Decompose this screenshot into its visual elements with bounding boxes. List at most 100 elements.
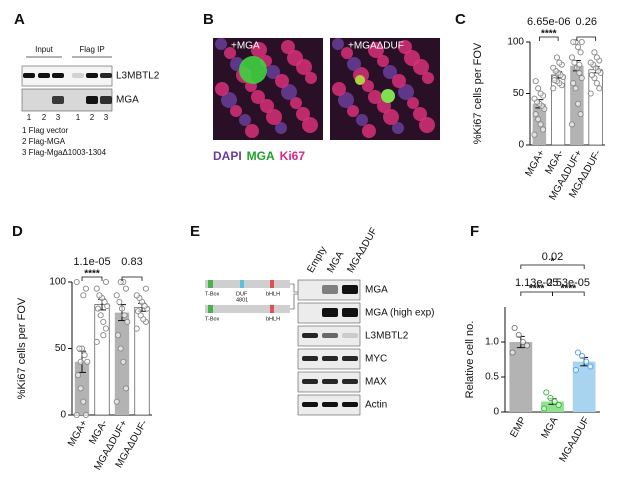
band <box>322 333 338 338</box>
y-axis-label: %Ki67 cells per FOV <box>16 297 28 399</box>
data-point <box>575 100 582 107</box>
y-tick-label: 1.0 <box>485 337 499 348</box>
group-label: Input <box>35 45 54 54</box>
data-point <box>593 54 600 61</box>
lane-label: 2 <box>90 113 95 122</box>
data-point <box>550 85 557 92</box>
significance: **** <box>529 284 545 295</box>
bar <box>541 401 564 412</box>
data-point <box>583 358 590 365</box>
legend-text: 1 Flag vector <box>22 126 69 135</box>
row-label: MGA (high exp) <box>365 308 434 319</box>
p-value: 0.02 <box>542 251 563 263</box>
lane-label: MGAΔDUF <box>345 226 380 275</box>
y-tick-label: 0 <box>60 410 66 421</box>
data-point <box>135 308 142 315</box>
data-point <box>556 59 563 66</box>
y-tick-label: 100 <box>49 277 66 288</box>
image-label: +MGA <box>231 41 260 52</box>
data-point <box>596 85 603 92</box>
domain-label: 4801 <box>236 297 248 303</box>
band <box>302 356 318 361</box>
data-point <box>113 292 120 299</box>
nucleus <box>239 114 251 126</box>
lane-label: MGA <box>325 249 346 275</box>
data-point <box>96 292 103 299</box>
data-point <box>95 305 102 312</box>
nucleus <box>368 42 384 58</box>
nucleus <box>347 105 359 117</box>
image-label: +MGAΔDUF <box>348 41 404 52</box>
data-point <box>550 64 557 71</box>
data-point <box>553 54 560 61</box>
data-point <box>568 121 576 128</box>
data-point <box>118 305 126 312</box>
data-point <box>77 385 84 392</box>
stain-label: MGA <box>247 149 275 163</box>
row-label: MGA <box>365 285 388 296</box>
p-value: 6.65e-06 <box>527 16 570 28</box>
band <box>86 73 98 78</box>
nucleus <box>215 38 227 50</box>
panel-label: F <box>470 223 479 240</box>
data-point <box>541 405 548 412</box>
y-axis-label: %Ki67 cells per FOV <box>472 42 484 144</box>
nucleus <box>383 109 399 125</box>
significance: **** <box>561 284 577 295</box>
data-point <box>122 385 129 392</box>
lane-label: 3 <box>56 113 61 122</box>
band <box>322 285 338 294</box>
data-point <box>555 401 562 409</box>
y-tick-label: 50 <box>55 343 67 354</box>
data-point <box>121 312 128 319</box>
data-point <box>82 285 89 292</box>
data-point <box>587 363 594 370</box>
data-point <box>532 78 539 85</box>
p-value: 0.83 <box>121 256 142 268</box>
data-point <box>576 69 583 76</box>
data-point <box>75 372 82 379</box>
domain-label: T-Box <box>205 291 220 297</box>
data-point <box>124 318 131 325</box>
lane-label: 2 <box>42 113 47 122</box>
data-point <box>574 349 581 356</box>
bracket <box>538 36 559 41</box>
y-tick-label: 100 <box>507 37 524 48</box>
data-point <box>577 49 584 56</box>
nucleus <box>332 82 346 96</box>
band <box>52 96 64 104</box>
band <box>38 73 50 78</box>
domain-bar <box>205 280 290 288</box>
panel-label: D <box>12 223 23 240</box>
data-point <box>100 318 107 325</box>
data-point <box>537 121 544 128</box>
data-point <box>84 358 91 365</box>
data-point <box>133 292 140 299</box>
bracket <box>81 276 103 281</box>
band <box>322 379 338 384</box>
nucleus <box>275 74 289 88</box>
nucleus <box>245 124 259 138</box>
significance: * <box>551 257 555 268</box>
nucleus <box>230 105 242 117</box>
nucleus <box>347 57 361 71</box>
p-value: 1.1e-05 <box>73 256 110 268</box>
band <box>86 96 98 104</box>
domain <box>240 280 244 288</box>
p-value: 2.53e-05 <box>547 277 590 289</box>
domain <box>270 305 274 313</box>
legend-text: 3 Flag-MgaΔ1003-1304 <box>22 148 107 157</box>
data-point <box>577 111 584 118</box>
data-point <box>540 126 547 133</box>
data-point <box>73 411 80 419</box>
data-point <box>100 332 107 339</box>
nucleus <box>377 55 389 67</box>
nucleus <box>224 47 236 59</box>
stain-label: Ki67 <box>280 149 306 163</box>
nucleus <box>260 99 274 113</box>
nucleus <box>368 90 382 104</box>
data-point <box>593 80 600 87</box>
data-point <box>116 298 123 306</box>
data-point <box>578 75 585 82</box>
band <box>302 402 318 407</box>
